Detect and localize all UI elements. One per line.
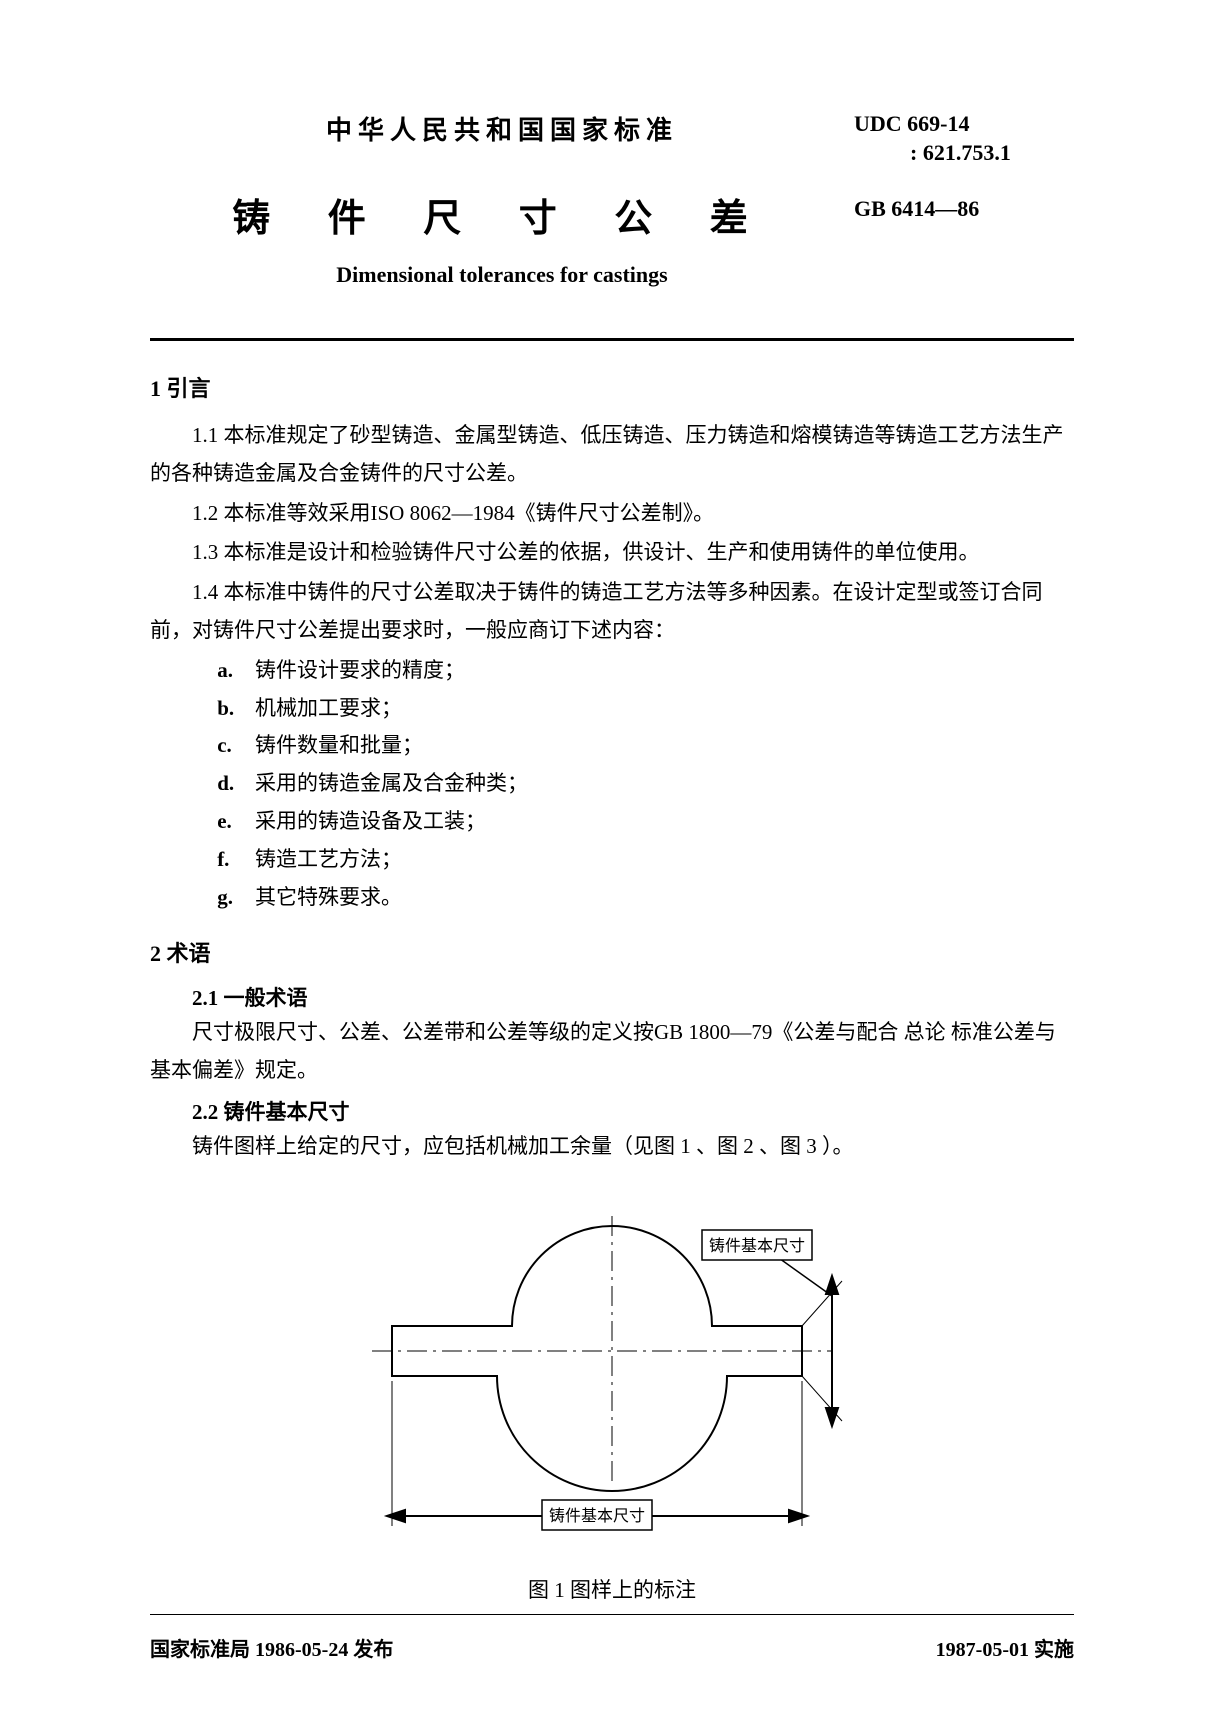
- footer: 国家标准局 1986-05-24 发布 1987-05-01 实施: [150, 1633, 1074, 1662]
- header-right: UDC 669-14 : 621.753.1: [854, 110, 1074, 167]
- list-item-d: d.采用的铸造金属及合金种类；: [217, 765, 1074, 803]
- udc-line1: UDC 669-14: [854, 110, 1074, 139]
- figure-1-svg: 铸件基本尺寸 铸件基本尺寸: [332, 1186, 892, 1566]
- title-row: 铸 件 尺 寸 公 差 Dimensional tolerances for c…: [150, 187, 1074, 318]
- code-right: GB 6414—86: [854, 187, 1074, 224]
- sub-2-1: 2.1 一般术语: [150, 982, 1074, 1012]
- list-item-c: c.铸件数量和批量；: [217, 727, 1074, 765]
- footer-right: 1987-05-01 实施: [936, 1633, 1074, 1662]
- para-2-2: 铸件图样上给定的尺寸，应包括机械加工余量（见图 1 、图 2 、图 3 ）。: [150, 1128, 1074, 1166]
- footer-left: 国家标准局 1986-05-24 发布: [150, 1633, 393, 1662]
- list-text-e: 采用的铸造设备及工装；: [255, 809, 486, 833]
- para-2-1: 尺寸极限尺寸、公差、公差带和公差等级的定义按GB 1800—79《公差与配合 总…: [150, 1014, 1074, 1090]
- header-center: 中华人民共和国国家标准: [150, 110, 854, 187]
- para-1-4: 1.4 本标准中铸件的尺寸公差取决于铸件的铸造工艺方法等多种因素。在设计定型或签…: [150, 574, 1074, 650]
- page: 中华人民共和国国家标准 UDC 669-14 : 621.753.1 铸 件 尺…: [0, 0, 1214, 1719]
- para-1-2: 1.2 本标准等效采用ISO 8062—1984《铸件尺寸公差制》。: [150, 495, 1074, 533]
- divider-top: [150, 338, 1074, 341]
- figure-1: 铸件基本尺寸 铸件基本尺寸 图 1 图样上的标注: [150, 1186, 1074, 1604]
- list-item-b: b.机械加工要求；: [217, 690, 1074, 728]
- main-title-en: Dimensional tolerances for castings: [150, 262, 854, 288]
- udc-line2: : 621.753.1: [854, 139, 1074, 168]
- divider-bottom: [150, 1614, 1074, 1615]
- section1-head: 1 引言: [150, 371, 1074, 403]
- main-title-cn: 铸 件 尺 寸 公 差: [150, 187, 854, 242]
- list-item-f: f.铸造工艺方法；: [217, 841, 1074, 879]
- figure-1-caption: 图 1 图样上的标注: [150, 1574, 1074, 1604]
- section2-head: 2 术语: [150, 936, 1074, 968]
- list-item-a: a.铸件设计要求的精度；: [217, 652, 1074, 690]
- list-item-g: g.其它特殊要求。: [217, 879, 1074, 917]
- para-1-3: 1.3 本标准是设计和检验铸件尺寸公差的依据，供设计、生产和使用铸件的单位使用。: [150, 534, 1074, 572]
- list-text-b: 机械加工要求；: [255, 696, 402, 720]
- para-1-1: 1.1 本标准规定了砂型铸造、金属型铸造、低压铸造、压力铸造和熔模铸造等铸造工艺…: [150, 417, 1074, 493]
- list-text-d: 采用的铸造金属及合金种类；: [255, 771, 528, 795]
- standard-code: GB 6414—86: [854, 195, 1074, 224]
- list-text-f: 铸造工艺方法；: [255, 847, 402, 871]
- list-item-e: e.采用的铸造设备及工装；: [217, 803, 1074, 841]
- header-row: 中华人民共和国国家标准 UDC 669-14 : 621.753.1: [150, 110, 1074, 187]
- org-title: 中华人民共和国国家标准: [150, 110, 854, 147]
- figure-label-bottom: 铸件基本尺寸: [549, 1507, 645, 1525]
- title-center: 铸 件 尺 寸 公 差 Dimensional tolerances for c…: [150, 187, 854, 318]
- list-text-a: 铸件设计要求的精度；: [255, 658, 465, 682]
- list-text-c: 铸件数量和批量；: [255, 733, 423, 757]
- figure-label-top: 铸件基本尺寸: [709, 1237, 805, 1255]
- list-text-g: 其它特殊要求。: [255, 885, 402, 909]
- sub-2-2: 2.2 铸件基本尺寸: [150, 1096, 1074, 1126]
